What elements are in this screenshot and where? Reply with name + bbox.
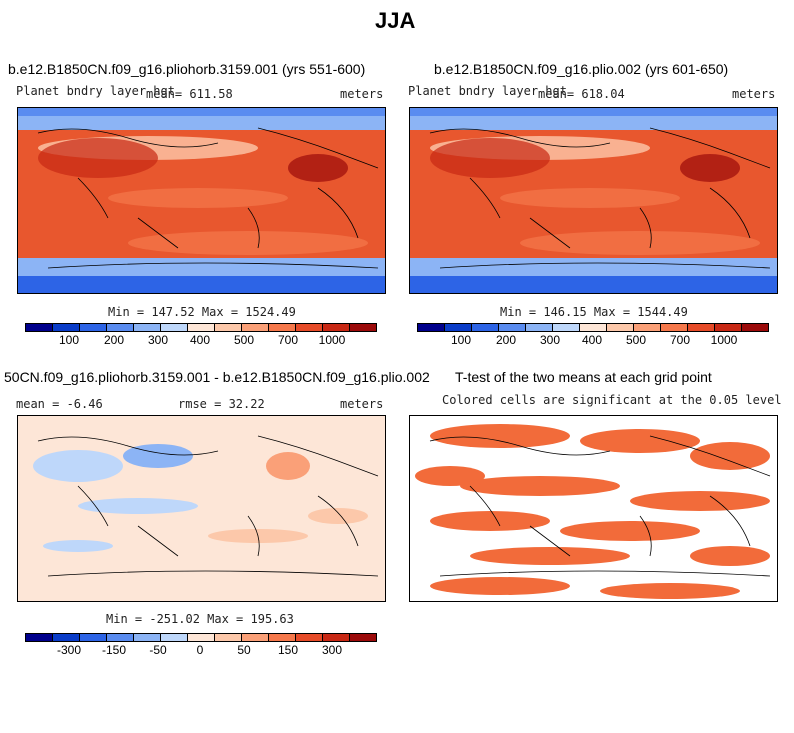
panel2-variable: Planet bndry layer hgt: [408, 84, 567, 98]
panel1-tick-300: 300: [147, 333, 169, 347]
panel3-tick-m150: -150: [101, 643, 127, 657]
panel3-tick-50: 50: [237, 643, 251, 657]
panel1-tick-200: 200: [103, 333, 125, 347]
panel2-tick-300: 300: [539, 333, 561, 347]
panel1-map: [17, 107, 386, 294]
panel1-colorbar: [25, 323, 377, 332]
panel2-tick-100: 100: [450, 333, 472, 347]
panel3-mean: mean = -6.46: [16, 397, 103, 411]
panel4-subtitle: Colored cells are significant at the 0.0…: [442, 393, 782, 407]
panel1-mean: mean= 611.58: [146, 87, 233, 101]
figure-title: JJA: [375, 8, 416, 33]
panel1-tick-1000: 1000: [318, 333, 346, 347]
panel3-tick-0: 0: [196, 643, 204, 657]
panel2-tick-700: 700: [669, 333, 691, 347]
panel1-units: meters: [340, 87, 384, 101]
panel3-tick-m300: -300: [56, 643, 82, 657]
panel2-tick-1000: 1000: [710, 333, 738, 347]
panel3-units: meters: [340, 397, 384, 411]
panel3-minmax: Min = -251.02 Max = 195.63: [106, 612, 294, 626]
panel3-tick-300: 300: [321, 643, 343, 657]
panel3-title: 50CN.f09_g16.pliohorb.3159.001 - b.e12.B…: [4, 369, 430, 385]
panel1-title: b.e12.B1850CN.f09_g16.pliohorb.3159.001 …: [8, 61, 366, 77]
panel2-mean: mean= 618.04: [538, 87, 625, 101]
panel2-units: meters: [732, 87, 776, 101]
panel3-colorbar: [25, 633, 377, 642]
panel2-tick-400: 400: [581, 333, 603, 347]
panel2-colorbar: [417, 323, 769, 332]
panel1-minmax: Min = 147.52 Max = 1524.49: [108, 305, 296, 319]
panel2-map: [409, 107, 778, 294]
panel1-tick-400: 400: [189, 333, 211, 347]
panel1-variable: Planet bndry layer hgt: [16, 84, 175, 98]
panel3-map: [17, 415, 386, 602]
panel1-tick-100: 100: [58, 333, 80, 347]
panel3-tick-150: 150: [277, 643, 299, 657]
panel4-title: T-test of the two means at each grid poi…: [455, 369, 712, 385]
panel3-tick-m50: -50: [149, 643, 167, 657]
panel4-map: [409, 415, 778, 602]
panel2-tick-200: 200: [495, 333, 517, 347]
panel2-minmax: Min = 146.15 Max = 1544.49: [500, 305, 688, 319]
panel1-tick-500: 500: [233, 333, 255, 347]
panel1-tick-700: 700: [277, 333, 299, 347]
panel3-rmse: rmse = 32.22: [178, 397, 265, 411]
panel2-title: b.e12.B1850CN.f09_g16.plio.002 (yrs 601-…: [434, 61, 729, 77]
panel2-tick-500: 500: [625, 333, 647, 347]
